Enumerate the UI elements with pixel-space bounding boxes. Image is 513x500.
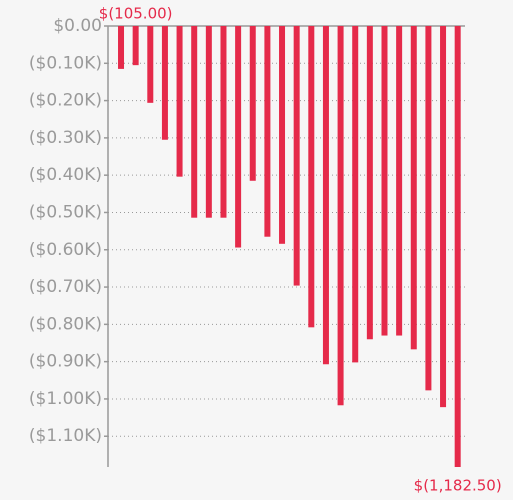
- bar: [176, 26, 183, 177]
- bar: [308, 26, 315, 328]
- bar: [132, 26, 139, 66]
- bar: [161, 26, 168, 140]
- y-tick-label: ($0.40K): [29, 165, 102, 185]
- bar: [381, 26, 388, 336]
- bar: [454, 26, 461, 467]
- bar: [205, 26, 212, 218]
- bar: [366, 26, 373, 340]
- bar: [220, 26, 227, 218]
- y-tick-label: ($0.10K): [29, 53, 102, 73]
- bar: [352, 26, 359, 363]
- bar: [264, 26, 271, 237]
- y-tick-label: ($0.20K): [29, 91, 102, 111]
- bar: [440, 26, 447, 408]
- bar: [337, 26, 344, 406]
- y-tick-label: ($0.90K): [29, 352, 102, 372]
- y-tick-label: ($0.60K): [29, 240, 102, 260]
- bar: [279, 26, 286, 244]
- bar: [322, 26, 329, 365]
- bar: [396, 26, 403, 336]
- y-tick-label: ($0.50K): [29, 202, 102, 222]
- data-label: $(1,182.50): [414, 477, 502, 495]
- bar: [191, 26, 198, 218]
- data-label: $(105.00): [99, 5, 173, 23]
- bar: [118, 26, 125, 69]
- y-tick-label: $0.00: [53, 16, 102, 36]
- bar: [235, 26, 242, 248]
- y-tick-label: ($0.80K): [29, 314, 102, 334]
- y-tick-label: ($1.00K): [29, 389, 102, 409]
- y-tick-label: ($1.10K): [29, 426, 102, 446]
- y-tick-label: ($0.70K): [29, 277, 102, 297]
- bar: [249, 26, 256, 181]
- bar: [147, 26, 154, 103]
- y-tick-label: ($0.30K): [29, 128, 102, 148]
- bar: [425, 26, 432, 391]
- bar: [293, 26, 300, 286]
- bar: [410, 26, 417, 350]
